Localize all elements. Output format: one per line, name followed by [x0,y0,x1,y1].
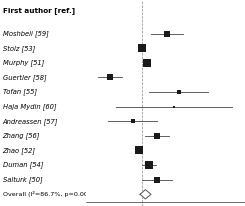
Text: Murphy [51]: Murphy [51] [3,60,44,66]
Text: Salturk [50]: Salturk [50] [3,176,42,183]
Point [177,90,181,94]
Text: Zhang [56]: Zhang [56] [3,132,40,139]
Text: First author [ref.]: First author [ref.] [3,7,75,14]
Point [155,178,159,181]
Polygon shape [140,190,151,199]
Point [140,47,144,50]
Text: Duman [54]: Duman [54] [3,162,43,169]
Point [172,105,176,108]
Text: Andreassen [57]: Andreassen [57] [3,118,58,125]
Point [147,163,151,167]
Text: Haja Mydin [60]: Haja Mydin [60] [3,103,56,110]
Point [145,61,149,64]
Text: Moshbeli [59]: Moshbeli [59] [3,30,48,37]
Text: Guertler [58]: Guertler [58] [3,74,46,81]
Point [137,149,141,152]
Text: Zhao [52]: Zhao [52] [3,147,36,154]
Text: Stolz [53]: Stolz [53] [3,45,35,52]
Point [155,134,159,138]
Point [165,32,169,35]
Text: Tofan [55]: Tofan [55] [3,89,37,95]
Text: Overall (I²=86.7%, p=0.000): Overall (I²=86.7%, p=0.000) [3,191,94,197]
Point [108,76,112,79]
Point [131,120,135,123]
